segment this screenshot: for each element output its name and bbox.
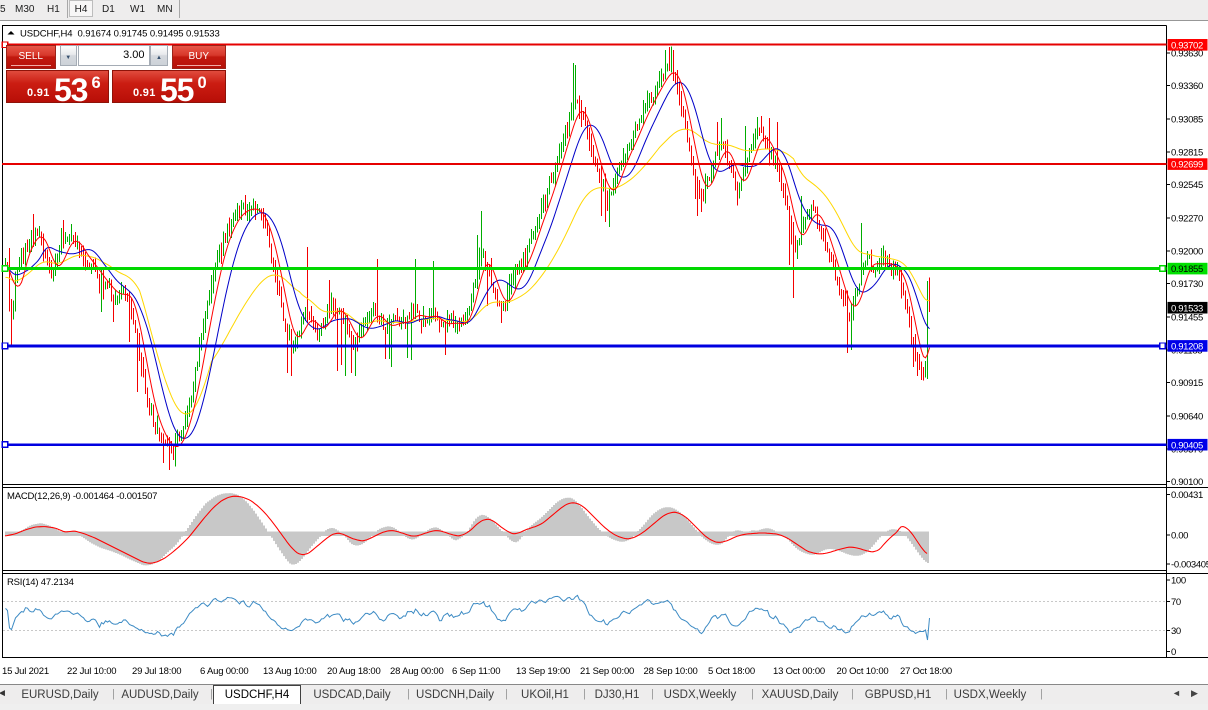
svg-text:15 Jul 2021: 15 Jul 2021 xyxy=(2,666,49,677)
svg-text:0.92815: 0.92815 xyxy=(1171,147,1203,158)
svg-text:0.92545: 0.92545 xyxy=(1171,180,1203,191)
svg-text:13 Aug 10:00: 13 Aug 10:00 xyxy=(263,666,317,677)
svg-text:28 Sep 10:00: 28 Sep 10:00 xyxy=(644,666,698,677)
svg-text:0.93630: 0.93630 xyxy=(1171,48,1203,59)
svg-text:0.90915: 0.90915 xyxy=(1171,378,1203,389)
svg-text:0.93702: 0.93702 xyxy=(1171,40,1203,51)
svg-text:20 Oct 10:00: 20 Oct 10:00 xyxy=(837,666,889,677)
svg-text:0.00431: 0.00431 xyxy=(1171,490,1203,501)
svg-text:0.00: 0.00 xyxy=(1171,531,1188,542)
svg-text:6 Sep 11:00: 6 Sep 11:00 xyxy=(452,666,500,677)
svg-text:30: 30 xyxy=(1171,626,1181,637)
svg-text:0.91730: 0.91730 xyxy=(1171,279,1203,290)
svg-text:70: 70 xyxy=(1171,597,1181,608)
svg-text:6 Aug 00:00: 6 Aug 00:00 xyxy=(200,666,249,677)
svg-text:0.93360: 0.93360 xyxy=(1171,81,1203,92)
svg-text:100: 100 xyxy=(1171,576,1186,587)
svg-text:0.93085: 0.93085 xyxy=(1171,115,1203,126)
svg-text:22 Jul 10:00: 22 Jul 10:00 xyxy=(67,666,116,677)
svg-text:0.90100: 0.90100 xyxy=(1171,477,1203,488)
svg-text:27 Oct 18:00: 27 Oct 18:00 xyxy=(900,666,952,677)
svg-text:0.90640: 0.90640 xyxy=(1171,412,1203,423)
svg-text:USDCHF,H4 0.91674 0.91745 0.9: USDCHF,H4 0.91674 0.91745 0.91495 0.9153… xyxy=(20,29,220,40)
svg-text:0.90405: 0.90405 xyxy=(1171,440,1203,451)
svg-text:29 Jul 18:00: 29 Jul 18:00 xyxy=(132,666,181,677)
svg-text:0.92000: 0.92000 xyxy=(1171,246,1203,257)
svg-text:0.91455: 0.91455 xyxy=(1171,313,1203,324)
svg-text:28 Aug 00:00: 28 Aug 00:00 xyxy=(390,666,444,677)
svg-text:13 Oct 00:00: 13 Oct 00:00 xyxy=(773,666,825,677)
svg-text:0.91855: 0.91855 xyxy=(1171,264,1203,275)
svg-text:-0.003405: -0.003405 xyxy=(1171,560,1208,571)
svg-text:5 Oct 18:00: 5 Oct 18:00 xyxy=(708,666,755,677)
svg-text:0.92270: 0.92270 xyxy=(1171,214,1203,225)
svg-text:RSI(14) 47.2134: RSI(14) 47.2134 xyxy=(7,577,74,588)
svg-text:0.91208: 0.91208 xyxy=(1171,342,1203,353)
svg-text:21 Sep 00:00: 21 Sep 00:00 xyxy=(580,666,634,677)
svg-text:0.91533: 0.91533 xyxy=(1171,303,1203,314)
svg-text:0: 0 xyxy=(1171,647,1176,658)
svg-text:MACD(12,26,9) -0.001464 -0.001: MACD(12,26,9) -0.001464 -0.001507 xyxy=(7,491,157,502)
svg-text:0.92699: 0.92699 xyxy=(1171,160,1203,171)
svg-text:13 Sep 19:00: 13 Sep 19:00 xyxy=(516,666,570,677)
svg-text:20 Aug 18:00: 20 Aug 18:00 xyxy=(327,666,381,677)
